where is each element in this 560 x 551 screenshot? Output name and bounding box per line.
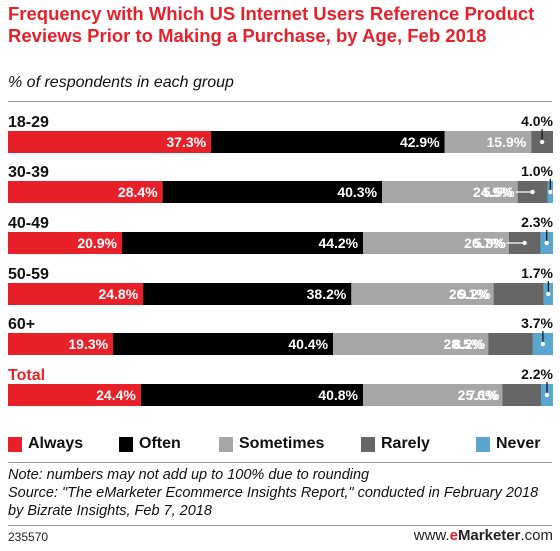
data-label-total-never: 2.2%	[521, 366, 553, 382]
bar-60-sometimes	[333, 333, 489, 355]
data-label-40-49-never: 2.3%	[521, 214, 553, 230]
chart-id: 235570	[8, 530, 49, 544]
data-label-total-often: 40.8%	[318, 387, 358, 403]
data-label-total-rarely: 7.1%	[467, 387, 499, 403]
data-label-40-49-often: 44.2%	[318, 235, 358, 251]
data-label-50-59-often: 38.2%	[307, 286, 347, 302]
leader-dot-40-49-never	[544, 240, 549, 246]
bar-40-49-often	[122, 232, 364, 254]
bar-total-rarely	[502, 384, 542, 406]
data-label-40-49-rarely: 5.8%	[474, 235, 506, 251]
bar-total-often	[140, 384, 363, 406]
leader-dot-30-39-never	[548, 189, 553, 195]
legend-item-always: Always	[8, 435, 83, 453]
data-label-30-39-sometimes: 24.9%	[473, 184, 513, 200]
data-label-50-59-sometimes: 26.1%	[449, 286, 489, 302]
brand-suffix: .com	[520, 527, 553, 544]
top-divider	[8, 101, 552, 102]
data-label-60-rarely: 8.2%	[453, 336, 485, 352]
legend-label-rarely: Rarely	[381, 435, 430, 452]
category-label-30-39: 30-39	[8, 164, 49, 181]
data-label-30-39-never: 1.0%	[521, 163, 553, 179]
bar-total-always	[8, 384, 141, 406]
legend-swatch-rarely	[361, 436, 375, 452]
footer-divider	[8, 525, 552, 526]
bar-50-59-sometimes	[351, 283, 494, 305]
data-label-40-49-sometimes: 26.7%	[464, 235, 504, 251]
leader-dot-18-29-rarely	[539, 139, 545, 145]
legend-item-often: Often	[119, 435, 181, 453]
brand-rest: Marketer	[457, 527, 521, 544]
stacked-bar-chart: 18-29 37.3% 42.9% 15.9% 4.0% 30-39 28.4% 40.3% 2…	[8, 113, 554, 406]
bar-30-39-often	[162, 181, 383, 203]
data-label-30-39-rarely: 5.5%	[483, 184, 515, 200]
legend-swatch-never	[476, 436, 490, 452]
note-text: Note: numbers may not add up to 100% due…	[8, 467, 370, 483]
data-label-30-39-often: 40.3%	[337, 184, 377, 200]
data-label-60-sometimes: 28.5%	[444, 336, 484, 352]
bar-30-39-always	[8, 181, 163, 203]
data-label-total-always: 24.4%	[96, 387, 136, 403]
bar-60-always	[8, 333, 114, 355]
bar-18-29-sometimes	[444, 131, 532, 153]
category-label-50-59: 50-59	[8, 266, 49, 283]
legend-label-always: Always	[28, 435, 84, 452]
data-label-50-59-never: 1.7%	[521, 265, 553, 281]
legend-item-never: Never	[476, 435, 540, 453]
leader-dot-50-59-never	[546, 291, 551, 297]
category-label-18-29: 18-29	[8, 114, 49, 131]
legend: Always Often Sometimes Rarely Never	[8, 435, 554, 457]
data-label-18-29-rarely: 4.0%	[521, 113, 553, 129]
chart-subtitle: % of respondents in each group	[8, 74, 234, 91]
data-label-18-29-always: 37.3%	[166, 134, 206, 150]
leader-dot-30-39-rarely	[530, 189, 535, 195]
source-text: Source: "The eMarketer Ecommerce Insight…	[8, 485, 539, 519]
bar-60-rarely	[488, 333, 533, 355]
brand-prefix: www.	[413, 527, 450, 544]
data-label-30-39-always: 28.4%	[118, 184, 158, 200]
data-label-60-often: 40.4%	[288, 336, 328, 352]
data-label-total-sometimes: 25.6%	[458, 387, 498, 403]
legend-label-sometimes: Sometimes	[239, 435, 325, 452]
bar-total-sometimes	[362, 384, 503, 406]
bottom-divider	[8, 462, 552, 463]
brand-e: e	[449, 527, 458, 544]
legend-swatch-often	[119, 436, 133, 452]
bar-30-39-sometimes	[382, 181, 518, 203]
bar-18-29-often	[211, 131, 445, 153]
data-label-18-29-often: 42.9%	[400, 134, 440, 150]
data-label-40-49-always: 20.9%	[77, 235, 117, 251]
data-label-18-29-sometimes: 15.9%	[487, 134, 527, 150]
category-label-40-49: 40-49	[8, 215, 49, 232]
data-label-50-59-rarely: 9.2%	[459, 286, 491, 302]
bar-50-59-always	[8, 283, 144, 305]
legend-item-rarely: Rarely	[361, 435, 430, 453]
bar-50-59-often	[143, 283, 352, 305]
category-label-60: 60+	[8, 316, 35, 333]
bar-40-49-always	[8, 232, 123, 254]
chart-title: Frequency with Which US Internet Users R…	[8, 3, 535, 46]
legend-item-sometimes: Sometimes	[219, 435, 324, 453]
bar-60-often	[113, 333, 334, 355]
chart-note: Note: numbers may not add up to 100% due…	[8, 466, 553, 520]
emarketer-logo: www.eMarketer.com	[414, 527, 553, 544]
legend-label-often: Often	[139, 435, 181, 452]
legend-swatch-sometimes	[219, 436, 233, 452]
category-label-total: Total	[8, 367, 45, 384]
leader-dot-total-never	[544, 392, 550, 398]
data-label-50-59-always: 24.8%	[98, 286, 138, 302]
bar-18-29-always	[8, 131, 212, 153]
legend-label-never: Never	[496, 435, 541, 452]
legend-swatch-always	[8, 436, 22, 452]
bar-50-59-rarely	[493, 283, 544, 305]
leader-dot-40-49-rarely	[522, 240, 527, 246]
leader-dot-60-never	[540, 341, 546, 347]
data-label-60-always: 19.3%	[68, 336, 108, 352]
data-label-60-never: 3.7%	[521, 315, 553, 331]
bar-40-49-sometimes	[363, 232, 509, 254]
